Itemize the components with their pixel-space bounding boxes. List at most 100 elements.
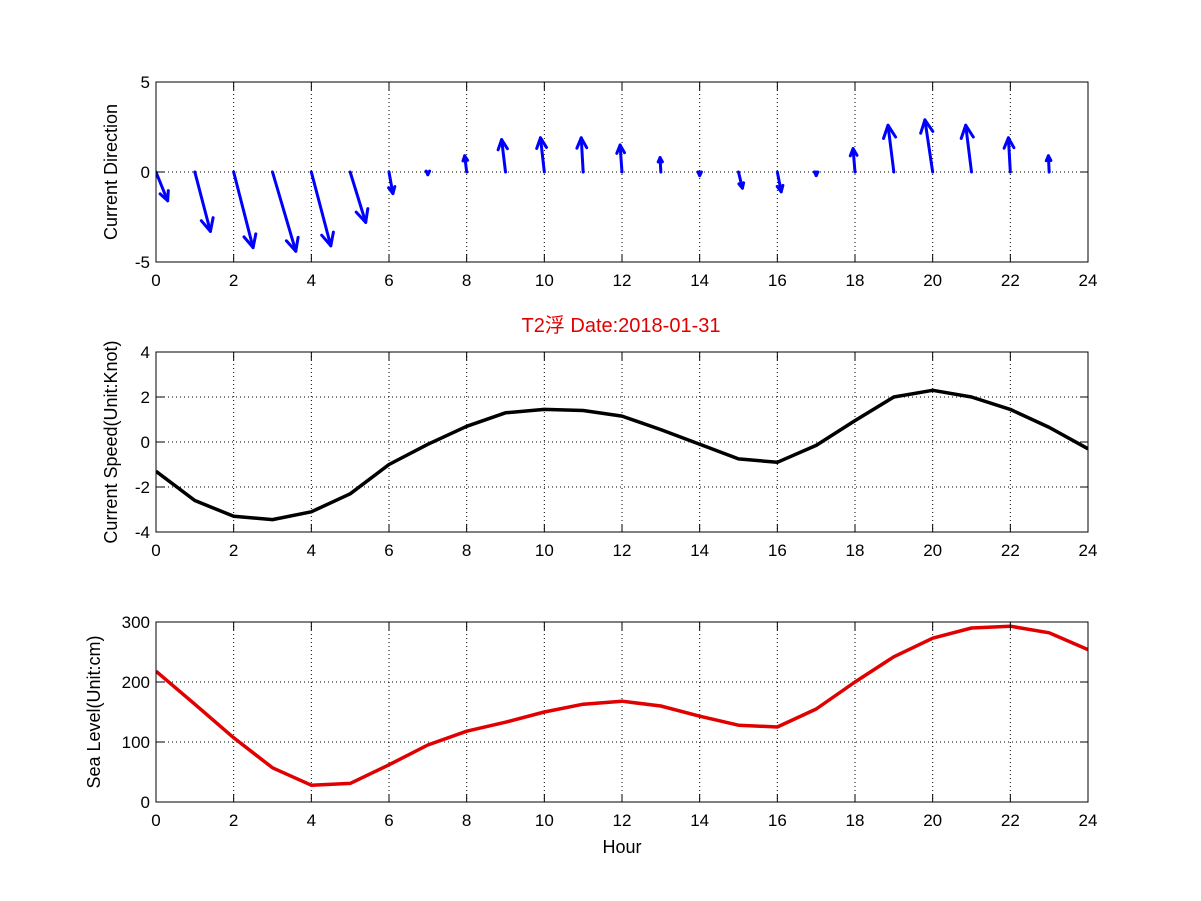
series-line-sea_level: [156, 624, 1088, 787]
current-vector: [615, 143, 626, 174]
x-tick-label: 22: [1001, 271, 1020, 290]
x-tick-label: 12: [613, 271, 632, 290]
y-tick-label: 200: [122, 673, 150, 692]
x-tick-label: 0: [151, 541, 160, 560]
vector-shaft: [538, 136, 546, 174]
vector-head: [919, 118, 935, 135]
y-tick-label: -2: [135, 478, 150, 497]
vector-head: [496, 138, 509, 152]
y-tick-label: 2: [141, 388, 150, 407]
y-tick-label: 0: [141, 793, 150, 812]
x-tick-label: 20: [923, 541, 942, 560]
vector-shaft: [500, 138, 507, 174]
current-vector: [848, 147, 859, 174]
x-tick-label: 18: [846, 271, 865, 290]
x-tick-label: 0: [151, 811, 160, 830]
x-tick-label: 4: [307, 811, 316, 830]
x-tick-label: 6: [384, 811, 393, 830]
current-vector: [348, 170, 370, 224]
vector-shaft: [851, 147, 857, 174]
x-tick-label: 24: [1079, 541, 1098, 560]
y-tick-label: 0: [141, 163, 150, 182]
x-tick-label: 2: [229, 271, 238, 290]
vector-head: [354, 207, 370, 224]
vector-head: [737, 181, 746, 190]
vector-shaft: [309, 170, 333, 248]
y-axis-label: Sea Level(Unit:cm): [84, 635, 104, 788]
y-tick-label: 5: [141, 73, 150, 92]
vector-head: [199, 216, 215, 233]
x-tick-label: 8: [462, 541, 471, 560]
current-vector: [812, 170, 820, 178]
y-axis-label: Current Speed(Unit:Knot): [101, 340, 121, 543]
x-tick-label: 16: [768, 271, 787, 290]
x-tick-label: 20: [923, 271, 942, 290]
current-vector: [232, 170, 258, 250]
current-vector: [535, 136, 548, 174]
x-axis-label: Hour: [602, 837, 641, 857]
x-tick-label: 2: [229, 541, 238, 560]
x-tick-label: 6: [384, 541, 393, 560]
current-vector: [1002, 136, 1016, 174]
y-tick-label: -4: [135, 523, 150, 542]
x-tick-label: 10: [535, 811, 554, 830]
vector-shaft: [964, 123, 973, 174]
vector-head: [615, 143, 626, 155]
vector-shaft: [886, 123, 896, 174]
current-vector: [496, 138, 509, 174]
x-tick-label: 18: [846, 811, 865, 830]
current-vector: [387, 170, 397, 196]
vector-shaft: [579, 136, 585, 174]
x-tick-label: 4: [307, 541, 316, 560]
vector-head: [1044, 154, 1053, 163]
current-vector: [156, 170, 170, 203]
current-vector: [696, 170, 703, 178]
vector-shaft: [193, 170, 212, 233]
vector-head: [424, 169, 432, 177]
current-vector: [271, 170, 300, 253]
x-tick-label: 6: [384, 271, 393, 290]
series-line-speed: [156, 388, 1088, 522]
x-tick-label: 18: [846, 541, 865, 560]
current-vector: [959, 123, 975, 174]
x-tick-label: 24: [1079, 811, 1098, 830]
current-vector: [775, 170, 785, 194]
x-tick-label: 12: [613, 541, 632, 560]
x-tick-label: 22: [1001, 541, 1020, 560]
x-tick-label: 16: [768, 811, 787, 830]
current-vector: [737, 170, 746, 190]
x-tick-label: 22: [1001, 811, 1020, 830]
x-tick-label: 14: [690, 811, 709, 830]
x-tick-label: 8: [462, 271, 471, 290]
vector-shaft: [618, 143, 624, 174]
current-vector: [1044, 154, 1053, 174]
x-tick-label: 12: [613, 811, 632, 830]
y-axis-label: Current Direction: [101, 104, 121, 240]
x-tick-label: 10: [535, 271, 554, 290]
x-tick-label: 2: [229, 811, 238, 830]
vector-shaft: [1006, 136, 1012, 174]
y-tick-label: 4: [141, 343, 150, 362]
vector-head: [387, 185, 397, 196]
y-tick-label: 0: [141, 433, 150, 452]
x-tick-label: 14: [690, 541, 709, 560]
x-tick-label: 4: [307, 271, 316, 290]
vector-shaft: [232, 170, 255, 250]
vector-shaft: [923, 118, 935, 174]
vector-head: [696, 170, 703, 178]
current-vector: [309, 170, 335, 248]
vector-shaft: [156, 170, 170, 203]
vector-head: [959, 123, 975, 140]
vector-head: [535, 136, 548, 150]
x-tick-label: 0: [151, 271, 160, 290]
current-vector: [461, 154, 470, 174]
vector-head: [575, 136, 589, 150]
vector-shaft: [348, 170, 368, 224]
vector-head: [461, 154, 470, 163]
x-tick-label: 10: [535, 541, 554, 560]
vector-shaft: [271, 170, 298, 253]
